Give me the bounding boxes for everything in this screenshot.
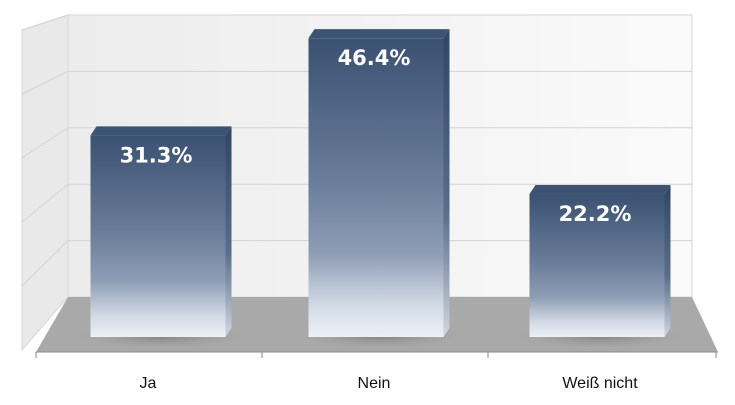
- bar-side-face: [664, 185, 671, 337]
- bar-front-face: [308, 38, 444, 338]
- category-label: Nein: [358, 375, 391, 392]
- gridline-side: [21, 240, 69, 287]
- gridline-side: [21, 127, 69, 159]
- gridline-side: [21, 14, 69, 31]
- bar-side-face: [225, 126, 232, 337]
- bar-top-face: [529, 185, 671, 195]
- bar-top-face: [308, 29, 450, 39]
- x-axis-ticks: [35, 352, 717, 358]
- bar-1: 46.4%: [308, 29, 450, 338]
- data-label: 22.2%: [559, 202, 632, 226]
- bar-2: 22.2%: [529, 185, 671, 337]
- category-label: Weiß nicht: [562, 375, 638, 392]
- side-wall: [21, 14, 69, 352]
- gridline-side: [21, 70, 69, 95]
- bar-front-face: [529, 194, 665, 337]
- bar-side-face: [443, 29, 450, 338]
- data-label: 46.4%: [338, 46, 411, 70]
- category-label: Ja: [140, 375, 157, 392]
- x-axis-labels: Ja Nein Weiß nicht: [140, 375, 639, 392]
- bars: 31.3% 46.4% 22.2%: [90, 29, 671, 338]
- gridline-side: [21, 183, 69, 223]
- bar-front-face: [90, 135, 226, 337]
- bar-0: 31.3%: [90, 126, 232, 337]
- bar-top-face: [90, 126, 232, 136]
- data-label: 31.3%: [120, 143, 193, 167]
